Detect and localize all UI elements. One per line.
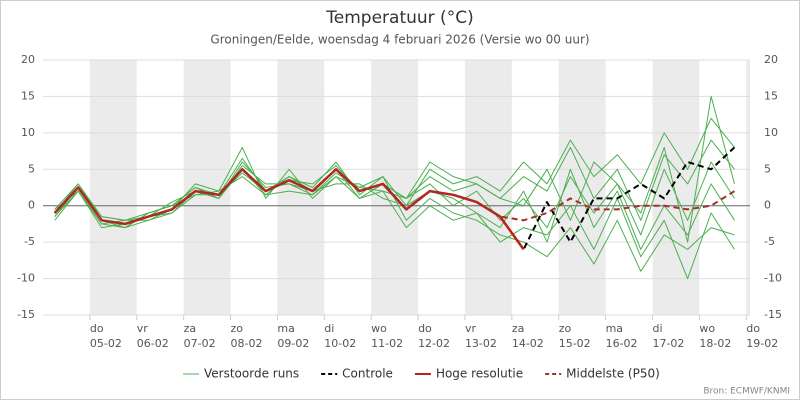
x-tick-day: ma xyxy=(277,322,294,335)
y2-tick-label: 0 xyxy=(764,199,771,212)
x-tick-label: 14-02 xyxy=(512,337,544,350)
x-tick-day: za xyxy=(184,322,197,335)
y-tick-label: 20 xyxy=(21,53,35,66)
day-band xyxy=(89,60,137,315)
series-line xyxy=(53,168,736,225)
legend-label: Verstoorde runs xyxy=(204,367,299,381)
y2-tick-label: 10 xyxy=(764,126,778,139)
x-tick-label: 12-02 xyxy=(418,337,450,350)
y-tick-label: 10 xyxy=(21,126,35,139)
y2-tick-label: -5 xyxy=(764,235,775,248)
y2-tick-label: -10 xyxy=(764,272,782,285)
x-tick-label: 19-02 xyxy=(746,337,778,350)
y2-tick-label: 5 xyxy=(764,162,771,175)
day-band xyxy=(652,60,700,315)
x-tick-label: 17-02 xyxy=(652,337,684,350)
y2-tick-label: 20 xyxy=(764,53,778,66)
day-band xyxy=(464,60,512,315)
x-tick-label: 09-02 xyxy=(277,337,309,350)
x-tick-day: do xyxy=(746,322,760,335)
x-tick-day: zo xyxy=(559,322,572,335)
day-band xyxy=(558,60,606,315)
x-tick-day: ma xyxy=(606,322,623,335)
y-tick-label: 15 xyxy=(21,89,35,102)
y-tick-label: 5 xyxy=(28,162,35,175)
x-tick-label: 16-02 xyxy=(606,337,638,350)
chart-subtitle: Groningen/Eelde, woensdag 4 februari 202… xyxy=(210,33,589,47)
x-tick-label: 18-02 xyxy=(699,337,731,350)
source: Bron: ECMWF/KNMI xyxy=(703,387,790,397)
y2-tick-label: 15 xyxy=(764,89,778,102)
x-tick-day: do xyxy=(418,322,432,335)
x-tick-day: wo xyxy=(371,322,387,335)
x-tick-label: 06-02 xyxy=(137,337,169,350)
x-tick-label: 13-02 xyxy=(465,337,497,350)
x-tick-day: di xyxy=(324,322,334,335)
x-tick-day: do xyxy=(90,322,104,335)
y-tick-label: -5 xyxy=(24,235,35,248)
x-tick-day: zo xyxy=(231,322,244,335)
y-tick-label: -10 xyxy=(17,272,35,285)
x-tick-label: 08-02 xyxy=(231,337,263,350)
x-tick-label: 07-02 xyxy=(184,337,216,350)
chart-title: Temperatuur (°C) xyxy=(325,8,473,28)
ensemble-line xyxy=(54,117,735,229)
x-tick-day: za xyxy=(512,322,525,335)
x-tick-label: 15-02 xyxy=(559,337,591,350)
x-tick-day: wo xyxy=(699,322,715,335)
x-tick-day: di xyxy=(652,322,662,335)
x-tick-label: 10-02 xyxy=(324,337,356,350)
y-tick-label: -15 xyxy=(17,308,35,321)
legend-label: Controle xyxy=(342,367,393,381)
x-tick-label: 11-02 xyxy=(371,337,403,350)
legend-label: Middelste (P50) xyxy=(566,367,660,381)
x-tick-day: vr xyxy=(137,322,149,335)
day-band xyxy=(371,60,419,315)
x-tick-label: 05-02 xyxy=(90,337,122,350)
x-tick-day: vr xyxy=(465,322,477,335)
y2-tick-label: -15 xyxy=(764,308,782,321)
y-tick-label: 0 xyxy=(28,199,35,212)
day-band xyxy=(746,60,750,315)
ensemble-line xyxy=(54,95,735,243)
legend-label: Hoge resolutie xyxy=(436,367,523,381)
